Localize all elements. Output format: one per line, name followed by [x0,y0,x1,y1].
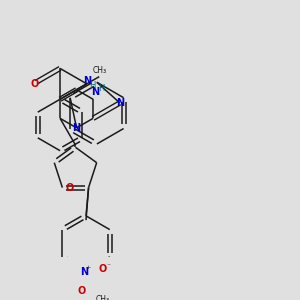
Text: N: N [73,123,81,133]
Text: +: + [85,265,91,270]
Text: N: N [92,87,100,98]
Text: H: H [98,85,105,94]
Text: O: O [98,264,107,274]
Text: ⁻: ⁻ [106,262,111,271]
Text: O: O [78,286,86,296]
Text: N: N [83,76,91,86]
Text: O: O [30,79,38,89]
Text: CH₃: CH₃ [96,295,110,300]
Text: O: O [65,183,74,193]
Text: N: N [116,98,124,108]
Text: CH₃: CH₃ [92,66,106,75]
Text: N: N [80,267,88,277]
Text: H: H [90,81,96,90]
